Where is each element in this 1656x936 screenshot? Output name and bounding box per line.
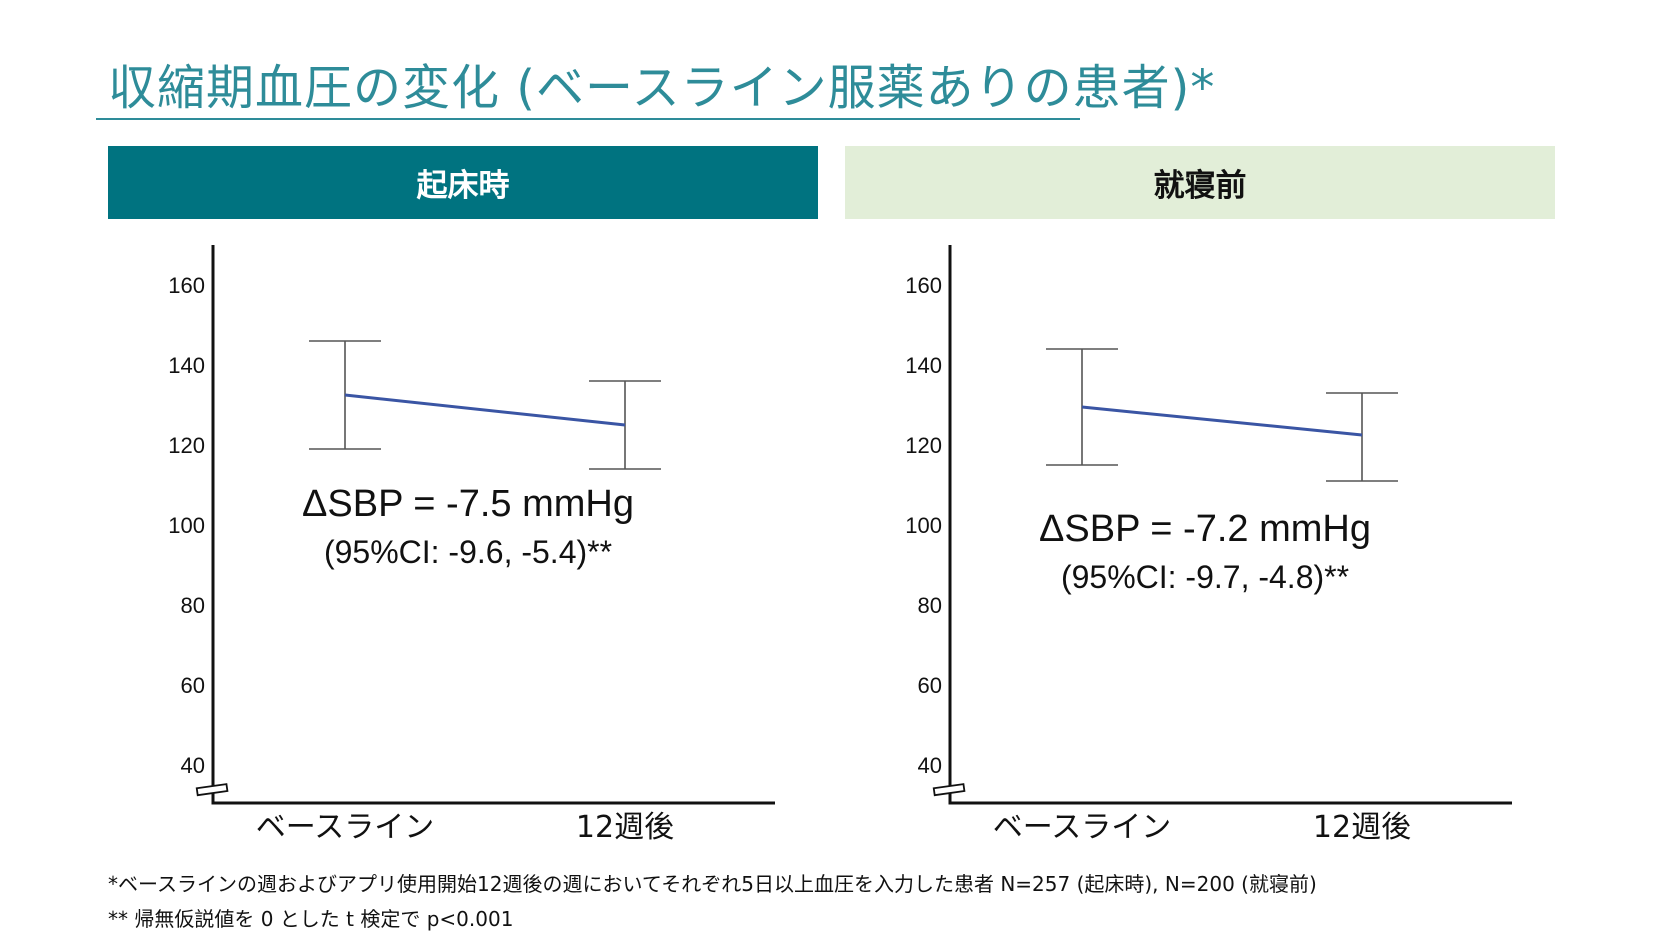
series-line [344,393,626,427]
y-tick-label: 80 [918,593,942,618]
axis-break-marker [195,783,229,797]
ci-label: (95%CI: -9.6, -5.4)** [324,534,612,570]
y-tick-label: 100 [168,513,205,538]
axis-break-marker [932,783,966,797]
title-underline [96,118,1080,120]
chart-bedtime: 40 60 80 100 120 140 160 ベースライン 12週後 ΔSBP = -7.2… [905,245,1512,845]
footnote-test: ** 帰無仮説値を 0 とした t 検定で p<0.001 [108,907,514,931]
y-tick-label: 100 [905,513,942,538]
page-title: 収縮期血圧の変化 (ベースライン服薬ありの患者)* [108,60,1216,116]
delta-sbp-label: ΔSBP = -7.2 mmHg [1039,508,1371,550]
x-category-label: ベースライン [256,810,435,845]
series-line [1081,405,1363,437]
y-tick-label: 120 [168,433,205,458]
y-tick-label: 140 [168,353,205,378]
chart-morning: 40 60 80 100 120 140 160 ベースライン 12週後 ΔSBP = -7.5… [168,245,775,845]
x-category-label: 12週後 [1313,810,1411,845]
y-tick-label: 60 [918,673,942,698]
footnote-sample: *ベースラインの週およびアプリ使用開始12週後の週においてそれぞれ5日以上血圧を… [108,872,1317,896]
y-tick-label: 60 [181,673,205,698]
y-tick-label: 160 [905,273,942,298]
delta-sbp-label: ΔSBP = -7.5 mmHg [302,483,634,525]
y-tick-label: 120 [905,433,942,458]
x-category-label: ベースライン [993,810,1172,845]
x-category-label: 12週後 [576,810,674,845]
y-tick-label: 40 [918,753,942,778]
ci-label: (95%CI: -9.7, -4.8)** [1061,559,1349,595]
y-tick-label: 80 [181,593,205,618]
panel-header-bedtime: 就寝前 [845,146,1555,219]
y-tick-label: 140 [905,353,942,378]
panel-header-morning: 起床時 [108,146,818,219]
y-tick-label: 40 [181,753,205,778]
y-tick-label: 160 [168,273,205,298]
